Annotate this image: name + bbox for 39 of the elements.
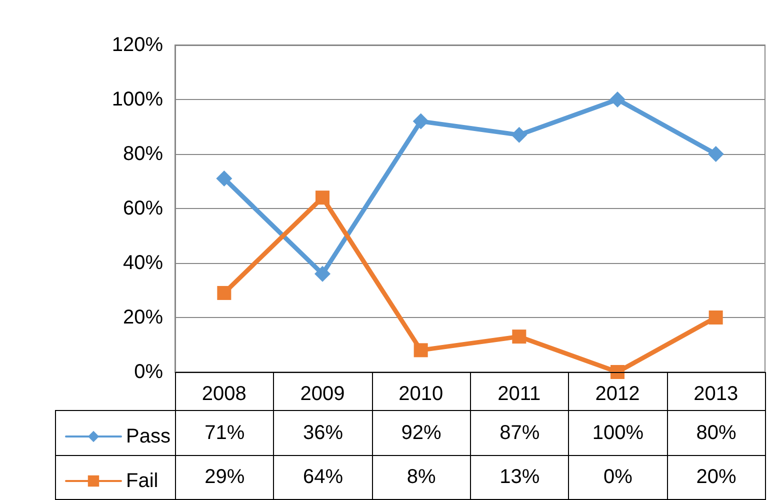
point — [316, 190, 330, 205]
data-label: 64% — [273, 455, 373, 500]
x-tick-label: 2013 — [694, 383, 738, 405]
point — [708, 146, 724, 162]
data-label: 20% — [666, 455, 766, 500]
y-tick-label: 20% — [122, 306, 164, 328]
data-label: 36% — [273, 410, 373, 456]
data-label: 0% — [568, 455, 668, 500]
data-label: 100% — [568, 410, 668, 456]
point — [511, 126, 528, 143]
y-tick-label: 120% — [112, 34, 164, 56]
point — [414, 343, 428, 358]
x-tick-label: 2008 — [202, 383, 246, 405]
point — [610, 365, 624, 379]
point — [708, 310, 723, 324]
y-tick-label: 40% — [122, 252, 164, 274]
data-label: 92% — [372, 410, 471, 456]
point — [412, 113, 429, 130]
data-label: 71% — [175, 410, 274, 456]
data-label: 87% — [470, 410, 570, 456]
x-tick-label: 2009 — [300, 383, 345, 405]
legend-label: Pass — [126, 426, 170, 448]
point — [610, 92, 626, 108]
data-label: 8% — [372, 455, 471, 500]
point — [512, 330, 526, 344]
data-label: 80% — [666, 410, 766, 456]
y-tick-label: 100% — [112, 88, 164, 110]
point — [216, 170, 232, 187]
x-tick-label: 2010 — [398, 383, 444, 405]
y-tick-label: 60% — [122, 198, 164, 220]
point — [314, 266, 330, 282]
point — [217, 286, 232, 300]
x-tick-label: 2012 — [595, 383, 640, 405]
x-tick-label: 2011 — [498, 383, 541, 405]
legend-label: Fail — [126, 470, 158, 492]
data-label: 13% — [470, 455, 570, 500]
y-tick-label: 80% — [122, 143, 164, 165]
data-label: 29% — [175, 455, 274, 500]
y-tick-label: 0% — [134, 361, 164, 383]
